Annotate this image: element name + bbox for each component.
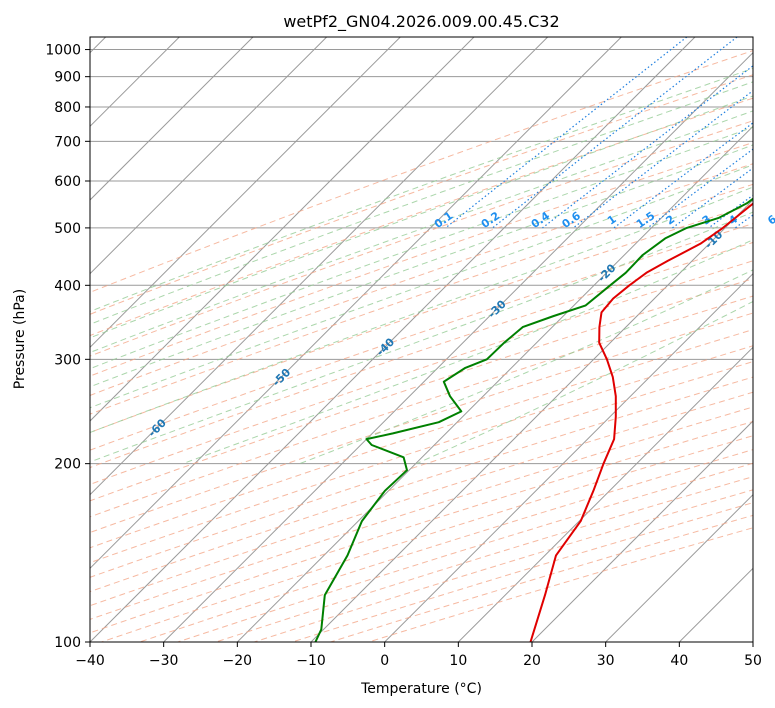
isotherm-line bbox=[384, 272, 753, 642]
moist-adiabat bbox=[90, 67, 753, 313]
plot-background bbox=[90, 37, 753, 642]
y-tick-label: 900 bbox=[54, 70, 81, 86]
isotherm-line bbox=[752, 641, 753, 642]
dry-adiabat bbox=[90, 278, 753, 502]
dry-adiabat bbox=[90, 329, 753, 549]
y-tick-label: 400 bbox=[54, 278, 81, 294]
x-axis-label: Temperature (°C) bbox=[360, 681, 482, 697]
dry-adiabat bbox=[90, 391, 753, 607]
dry-adiabat bbox=[90, 120, 753, 357]
dry-adiabat bbox=[90, 312, 753, 534]
dry-adiabat bbox=[90, 223, 753, 451]
isotherm-line bbox=[90, 37, 549, 496]
dry-adiabat bbox=[90, 97, 753, 337]
x-tick-label: −10 bbox=[296, 653, 326, 669]
mixing-ratio-line bbox=[672, 167, 753, 229]
plot-frame bbox=[89, 36, 754, 643]
dry-adiabat bbox=[90, 74, 753, 315]
y-tick-label: 200 bbox=[54, 457, 81, 473]
chart-title: wetPf2_GN04.2026.009.00.45.C32 bbox=[283, 12, 559, 32]
y-tick-label: 700 bbox=[54, 134, 81, 150]
isotherm-line bbox=[90, 37, 401, 349]
isotherm-line bbox=[163, 51, 753, 642]
x-tick-label: 50 bbox=[744, 653, 762, 669]
dry-adiabat bbox=[90, 163, 753, 396]
isotherm-line bbox=[236, 125, 753, 642]
x-tick-label: −30 bbox=[149, 653, 179, 669]
y-axis-label: Pressure (hPa) bbox=[12, 289, 28, 389]
y-tick-label: 100 bbox=[54, 635, 81, 651]
isotherm-line bbox=[605, 493, 753, 642]
background-lines bbox=[90, 37, 753, 642]
isotherm-line bbox=[90, 37, 328, 275]
moist-adiabat bbox=[90, 164, 753, 409]
x-tick-label: 40 bbox=[670, 653, 688, 669]
y-tick-label: 600 bbox=[54, 174, 81, 190]
mixing-ratio-line bbox=[572, 89, 753, 229]
dry-adiabat bbox=[90, 183, 753, 415]
dry-adiabat bbox=[90, 50, 753, 293]
isotherm-line bbox=[90, 37, 254, 201]
moist-adiabat bbox=[416, 300, 753, 465]
isotherm-line bbox=[90, 37, 622, 570]
x-tick-label: 0 bbox=[380, 653, 389, 669]
x-tick-label: 10 bbox=[449, 653, 467, 669]
moist-adiabat bbox=[90, 211, 753, 463]
mixing-ratio-line bbox=[542, 65, 753, 229]
dry-adiabat bbox=[90, 260, 753, 485]
isotherm-label: -70 bbox=[23, 465, 46, 488]
temperature-profile-line bbox=[529, 202, 753, 642]
dry-adiabat bbox=[90, 361, 753, 578]
y-tick-label: 1000 bbox=[45, 43, 81, 59]
y-tick-label: 500 bbox=[54, 221, 81, 237]
mixing-ratio-line bbox=[492, 37, 738, 229]
moist-adiabat bbox=[90, 186, 753, 434]
dry-adiabat bbox=[90, 142, 753, 377]
sounding-series bbox=[314, 197, 753, 642]
isotherm-line bbox=[90, 37, 475, 422]
moist-adiabat bbox=[90, 81, 753, 325]
x-tick-label: 30 bbox=[597, 653, 615, 669]
y-tick-label: 300 bbox=[54, 352, 81, 368]
x-tick-label: 20 bbox=[523, 653, 541, 669]
moist-adiabat bbox=[90, 126, 753, 370]
isotherm-line bbox=[457, 346, 753, 642]
x-axis: −40 −30 −20 −10 0 10 20 30 40 50 bbox=[75, 642, 762, 669]
x-tick-label: −40 bbox=[75, 653, 105, 669]
dewpoint-profile-line bbox=[314, 197, 753, 642]
moist-adiabat bbox=[90, 110, 753, 354]
isotherm-line bbox=[531, 420, 753, 642]
y-axis: 1000 900 800 700 600 500 400 300 200 100 bbox=[45, 43, 90, 651]
x-tick-label: −20 bbox=[223, 653, 253, 669]
y-tick-label: 800 bbox=[54, 100, 81, 116]
mixing-ratio-label: 6 bbox=[765, 212, 775, 227]
isotherm-line bbox=[310, 199, 753, 642]
